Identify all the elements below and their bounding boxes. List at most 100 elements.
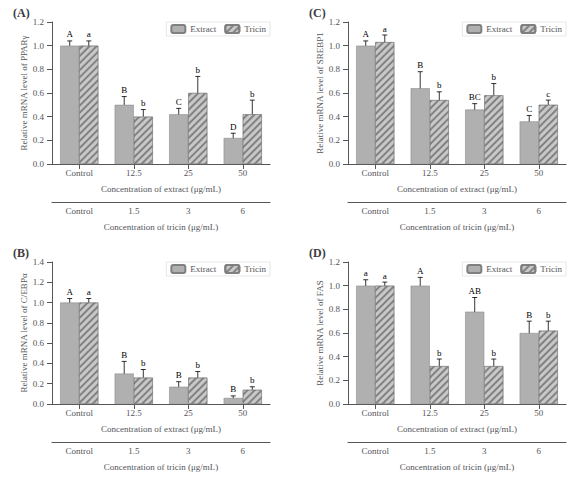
- svg-text:3: 3: [482, 446, 487, 456]
- svg-text:50: 50: [534, 408, 544, 418]
- svg-text:0.4: 0.4: [329, 112, 341, 122]
- svg-text:b: b: [141, 358, 146, 368]
- svg-text:Tricin: Tricin: [244, 24, 266, 34]
- svg-text:Control: Control: [361, 168, 389, 178]
- svg-text:50: 50: [238, 168, 248, 178]
- svg-text:a: a: [364, 268, 368, 278]
- svg-text:A: A: [66, 287, 73, 297]
- svg-text:Relative mRNA level of FAS: Relative mRNA level of FAS: [315, 280, 325, 385]
- svg-text:1.4: 1.4: [33, 257, 45, 267]
- svg-text:3: 3: [186, 206, 191, 216]
- svg-text:(C): (C): [309, 6, 326, 20]
- svg-text:50: 50: [238, 408, 248, 418]
- svg-text:Extract: Extract: [190, 264, 216, 274]
- svg-text:6: 6: [241, 446, 246, 456]
- svg-text:1.0: 1.0: [33, 41, 45, 51]
- svg-text:a: a: [383, 271, 387, 281]
- svg-text:Concentration of extract (μg/m: Concentration of extract (μg/mL): [101, 184, 221, 194]
- svg-text:12.5: 12.5: [126, 168, 142, 178]
- svg-text:0.6: 0.6: [329, 88, 341, 98]
- svg-text:0.2: 0.2: [33, 135, 44, 145]
- svg-text:0.4: 0.4: [329, 352, 341, 362]
- svg-text:1.5: 1.5: [424, 446, 436, 456]
- svg-text:Control: Control: [361, 446, 389, 456]
- svg-text:B: B: [417, 60, 423, 70]
- svg-text:Tricin: Tricin: [540, 24, 562, 34]
- svg-text:0.0: 0.0: [33, 159, 45, 169]
- svg-text:0.2: 0.2: [33, 379, 44, 389]
- svg-text:A: A: [362, 29, 369, 39]
- svg-text:6: 6: [241, 206, 246, 216]
- svg-text:25: 25: [480, 168, 490, 178]
- svg-text:A: A: [417, 266, 424, 276]
- svg-text:Concentration of extract (μg/m: Concentration of extract (μg/mL): [397, 424, 517, 434]
- svg-text:D: D: [230, 122, 237, 132]
- svg-text:a: a: [383, 24, 387, 34]
- svg-text:1.0: 1.0: [329, 41, 341, 51]
- svg-text:a: a: [87, 287, 91, 297]
- svg-text:0.8: 0.8: [33, 318, 45, 328]
- svg-text:0.6: 0.6: [33, 88, 45, 98]
- svg-text:1.0: 1.0: [329, 281, 341, 291]
- svg-text:25: 25: [184, 168, 194, 178]
- svg-text:Control: Control: [361, 206, 389, 216]
- svg-text:b: b: [437, 348, 442, 358]
- svg-text:1.5: 1.5: [424, 206, 436, 216]
- svg-text:3: 3: [186, 446, 191, 456]
- svg-text:b: b: [492, 348, 497, 358]
- svg-text:(D): (D): [309, 246, 326, 260]
- svg-text:c: c: [546, 89, 550, 99]
- svg-text:b: b: [196, 360, 201, 370]
- svg-text:12.5: 12.5: [422, 408, 438, 418]
- svg-text:0.6: 0.6: [329, 328, 341, 338]
- svg-text:Concentration of extract (μg/m: Concentration of extract (μg/mL): [397, 184, 517, 194]
- svg-text:0.8: 0.8: [329, 304, 341, 314]
- svg-text:Concentration of tricin (μg/mL: Concentration of tricin (μg/mL): [400, 222, 515, 232]
- svg-text:(A): (A): [13, 6, 30, 20]
- svg-text:(B): (B): [13, 246, 29, 260]
- svg-text:Extract: Extract: [486, 264, 512, 274]
- svg-text:3: 3: [482, 206, 487, 216]
- svg-text:Extract: Extract: [486, 24, 512, 34]
- svg-text:Control: Control: [65, 168, 93, 178]
- svg-text:0.0: 0.0: [329, 399, 341, 409]
- svg-text:6: 6: [537, 446, 542, 456]
- svg-text:1.2: 1.2: [329, 257, 340, 267]
- svg-text:1.2: 1.2: [329, 17, 340, 27]
- svg-text:1.0: 1.0: [33, 298, 45, 308]
- svg-text:0.0: 0.0: [329, 159, 341, 169]
- svg-text:Relative mRNA level of SREBP1: Relative mRNA level of SREBP1: [315, 32, 325, 154]
- svg-text:Tricin: Tricin: [540, 264, 562, 274]
- svg-text:b: b: [546, 310, 551, 320]
- svg-text:C: C: [176, 97, 182, 107]
- svg-text:50: 50: [534, 168, 544, 178]
- svg-text:A: A: [66, 29, 73, 39]
- svg-text:Concentration of extract (μg/m: Concentration of extract (μg/mL): [101, 424, 221, 434]
- svg-text:B: B: [230, 384, 236, 394]
- svg-text:B: B: [121, 85, 127, 95]
- svg-text:1.5: 1.5: [128, 446, 140, 456]
- svg-text:1.2: 1.2: [33, 17, 44, 27]
- svg-text:0.2: 0.2: [329, 375, 340, 385]
- svg-text:0.4: 0.4: [33, 358, 45, 368]
- svg-text:12.5: 12.5: [422, 168, 438, 178]
- svg-text:Relative mRNA level of C/EBPα: Relative mRNA level of C/EBPα: [19, 273, 29, 392]
- svg-text:AB: AB: [468, 286, 481, 296]
- svg-text:b: b: [141, 98, 146, 108]
- svg-text:1.2: 1.2: [33, 277, 44, 287]
- svg-text:b: b: [196, 65, 201, 75]
- svg-text:b: b: [492, 72, 497, 82]
- svg-text:Control: Control: [65, 446, 93, 456]
- svg-text:B: B: [526, 310, 532, 320]
- svg-text:BC: BC: [469, 92, 481, 102]
- svg-text:0.8: 0.8: [329, 64, 341, 74]
- svg-text:Concentration of tricin (μg/mL: Concentration of tricin (μg/mL): [400, 462, 515, 472]
- svg-text:Control: Control: [65, 408, 93, 418]
- svg-text:b: b: [250, 89, 255, 99]
- svg-text:0.4: 0.4: [33, 112, 45, 122]
- svg-text:Control: Control: [361, 408, 389, 418]
- svg-text:B: B: [176, 370, 182, 380]
- svg-text:0.8: 0.8: [33, 64, 45, 74]
- svg-text:C: C: [526, 104, 532, 114]
- svg-text:a: a: [87, 29, 91, 39]
